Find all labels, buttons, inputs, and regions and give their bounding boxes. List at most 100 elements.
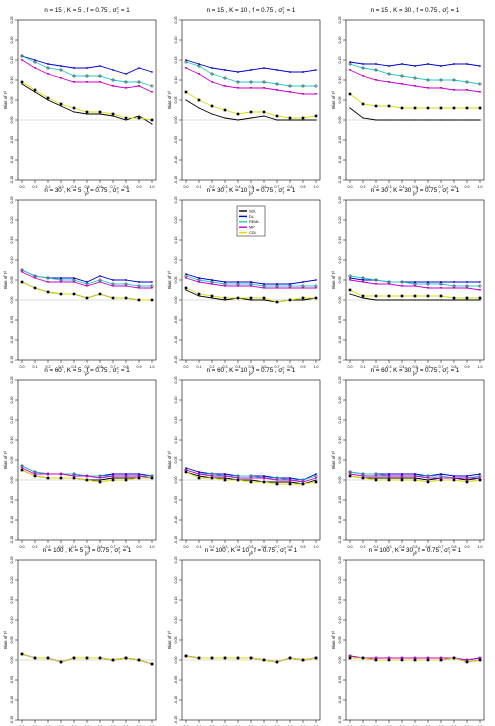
y-tick-label: 0.10: [174, 257, 178, 264]
title-tail: = 1: [119, 7, 130, 14]
x-tick-label: 0.3: [223, 185, 228, 189]
data-point-mp: [275, 287, 279, 290]
panel-title: n = 100 , K = 10 , f = 0.75 , σ2 T = 1: [205, 546, 298, 556]
data-point-reml: [111, 78, 115, 82]
data-point-cdl: [426, 106, 430, 110]
data-point-reml: [20, 54, 24, 58]
x-tick-label: 0.8: [124, 185, 129, 189]
data-point-mp: [439, 287, 443, 290]
x-tick-label: 0.5: [413, 365, 418, 369]
data-point-sdl: [302, 299, 304, 301]
y-tick-label: -0.15: [338, 716, 342, 724]
x-tick-label: 0.4: [400, 185, 405, 189]
data-point-cdl: [288, 116, 292, 120]
y-tick-label: 0.10: [10, 437, 14, 444]
x-axis-label: ρ²: [249, 371, 253, 376]
x-tick-label: 0.8: [288, 365, 293, 369]
data-point-cdl: [197, 656, 201, 660]
y-tick-label: 0.15: [10, 417, 14, 424]
data-point-cdl: [452, 296, 456, 300]
data-point-sdl: [466, 479, 468, 481]
data-point-mp: [59, 281, 63, 284]
data-point-mp: [374, 79, 378, 82]
y-tick-label: 0.25: [10, 197, 14, 204]
data-point-cdl: [439, 478, 443, 482]
y-tick-label: 0.20: [174, 577, 178, 584]
title-sup: 2: [116, 366, 119, 371]
data-point-dl: [374, 62, 378, 66]
data-point-dl: [124, 472, 128, 476]
x-tick-label: 0.9: [465, 365, 470, 369]
legend-item: REML: [249, 220, 260, 224]
data-point-cdl: [98, 480, 102, 484]
x-tick-label: 0.5: [249, 185, 254, 189]
data-point-dl: [478, 280, 482, 284]
data-point-mp: [85, 475, 89, 478]
x-tick-label: 0.6: [262, 545, 267, 549]
data-point-mp: [85, 81, 89, 84]
y-tick-label: 0.20: [10, 217, 14, 224]
y-tick-label: 0.10: [174, 617, 178, 624]
y-tick-label: -0.05: [174, 676, 178, 684]
data-point-mp: [262, 87, 266, 90]
data-point-reml: [46, 276, 50, 280]
data-point-mp: [210, 81, 214, 84]
y-tick-label: -0.10: [10, 156, 14, 164]
y-tick-label: 0.15: [338, 417, 342, 424]
data-point-cdl: [72, 656, 76, 660]
data-point-sdl: [60, 105, 62, 107]
y-tick-label: 0.05: [10, 277, 14, 284]
data-point-mp: [452, 477, 456, 480]
title-sub: T: [446, 190, 449, 195]
y-tick-label: 0.15: [174, 237, 178, 244]
data-point-reml: [361, 66, 365, 70]
data-point-mp: [46, 281, 50, 284]
panel-title: n = 30 , K = 5 , f = 0.75 , σ2 T = 1: [44, 186, 130, 196]
data-point-cdl: [98, 110, 102, 114]
data-point-mp: [249, 477, 253, 480]
data-point-mp: [301, 287, 305, 290]
panel-title: n = 60 , K = 5 , f = 0.75 , σ2 T = 1: [44, 366, 130, 376]
y-tick-label: 0.25: [174, 377, 178, 384]
data-point-mp: [262, 287, 266, 290]
data-point-sdl: [198, 107, 200, 109]
data-point-cdl: [150, 118, 154, 122]
data-point-cdl: [150, 662, 154, 666]
panel-2: n = 15 , K = 30 , f = 0.75 , σ2 T = 1-0.1…: [331, 6, 485, 196]
data-point-dl: [210, 278, 214, 282]
data-point-mp: [413, 285, 417, 288]
series-line-reml: [185, 275, 316, 287]
x-tick-label: 1.0: [150, 185, 155, 189]
panel-7: n = 60 , K = 10 , f = 0.75 , σ2 T = 1-0.1…: [167, 366, 321, 556]
data-point-dl: [98, 274, 102, 278]
x-tick-label: 0.0: [20, 365, 25, 369]
data-point-mp: [426, 287, 430, 290]
data-point-cdl: [124, 478, 128, 482]
data-point-dl: [314, 68, 318, 72]
x-tick-label: 0.8: [452, 365, 457, 369]
data-point-dl: [314, 278, 318, 282]
data-point-dl: [301, 280, 305, 284]
x-tick-label: 0.4: [72, 365, 77, 369]
data-point-cdl: [387, 478, 391, 482]
x-tick-label: 0.8: [452, 545, 457, 549]
y-tick-label: 0.15: [10, 597, 14, 604]
y-tick-label: -0.10: [10, 696, 14, 704]
data-point-dl: [288, 70, 292, 74]
y-tick-label: -0.05: [10, 676, 14, 684]
legend-item: SDL: [249, 209, 256, 213]
y-tick-label: 0.00: [338, 657, 342, 664]
x-tick-label: 0.5: [413, 185, 418, 189]
data-point-dl: [361, 62, 365, 66]
data-point-cdl: [465, 106, 469, 110]
series-line-dl: [349, 61, 481, 67]
data-point-cdl: [413, 658, 417, 662]
data-point-mp: [478, 289, 482, 292]
title-sub: T: [117, 370, 120, 375]
data-point-reml: [374, 68, 378, 72]
data-point-cdl: [150, 298, 154, 302]
y-axis-label: Bias of τ²: [3, 91, 8, 109]
data-point-dl: [197, 62, 201, 66]
data-point-cdl: [288, 298, 292, 302]
data-point-cdl: [59, 102, 63, 106]
